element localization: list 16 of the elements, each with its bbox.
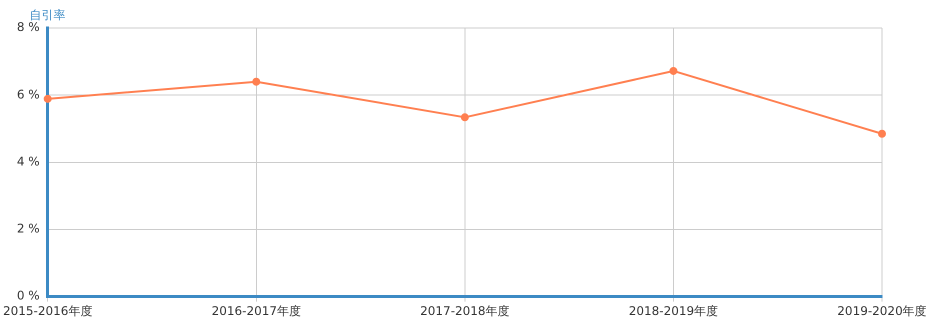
point — [669, 66, 678, 75]
x-tick-label: 2017-2018年度 — [420, 304, 510, 318]
point — [44, 94, 52, 103]
y-axis-title: 自引率 — [30, 8, 66, 22]
x-tick-label: 2015-2016年度 — [2, 304, 92, 318]
y-tick-label: 2 % — [16, 222, 40, 236]
y-tick-label: 6 % — [16, 87, 40, 102]
y-tick-label: 0 % — [16, 288, 40, 303]
point — [252, 78, 260, 86]
point — [460, 113, 469, 122]
x-tick-label: 2019-2020年度 — [837, 304, 927, 318]
y-tick-label: 8 % — [16, 20, 40, 34]
x-tick-label: 2016-2017年度 — [212, 304, 301, 318]
x-tick-label: 2018-2019年度 — [628, 304, 718, 318]
y-tick-label: 4 % — [16, 154, 40, 168]
point — [878, 130, 886, 138]
